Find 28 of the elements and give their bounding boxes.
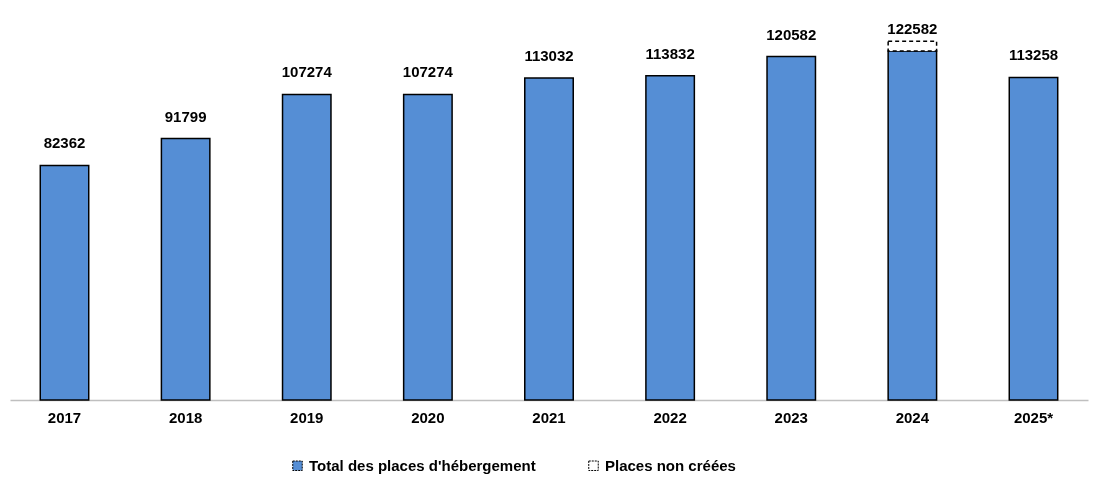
bar [524, 77, 574, 401]
data-label: 82362 [43, 134, 86, 152]
bar [1008, 76, 1059, 401]
bar [39, 164, 90, 401]
data-label: 113832 [645, 44, 695, 62]
x-tick-label: 2022 [653, 408, 687, 426]
x-tick-label: 2018 [168, 408, 203, 426]
data-label: 113032 [524, 47, 574, 65]
x-tick-label: 2020 [411, 408, 445, 426]
data-label: 107274 [281, 63, 333, 81]
x-tick-label: 2024 [895, 408, 930, 426]
x-tick-label: 2025* [1013, 408, 1054, 426]
bar [281, 93, 332, 401]
bar [645, 75, 696, 401]
data-label: 107274 [402, 63, 454, 81]
data-label: 120582 [766, 25, 817, 43]
bar [160, 137, 211, 401]
x-tick-label: 2017 [47, 408, 82, 426]
x-tick-label: 2021 [532, 408, 566, 426]
data-label: 122582 [887, 19, 938, 37]
bar [766, 55, 817, 401]
legend-label: Total des places d'hébergement [309, 456, 536, 474]
bar [402, 93, 453, 401]
x-tick-label: 2019 [290, 408, 324, 426]
legend-label: Places non créées [605, 456, 736, 474]
data-label: 91799 [164, 107, 207, 125]
x-tick-label: 2023 [774, 408, 808, 426]
data-label: 113258 [1008, 46, 1059, 64]
